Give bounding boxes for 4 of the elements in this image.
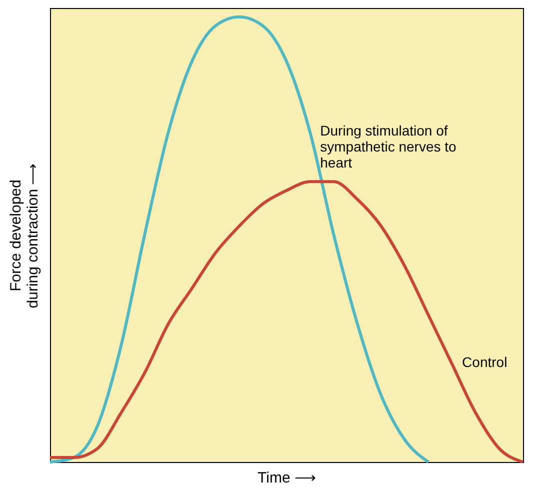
series-label: During stimulation of sympathetic nerves to heart	[320, 122, 457, 171]
series-label: Control	[462, 354, 508, 370]
y-axis-title: Force developed during contraction ⟶	[8, 162, 42, 308]
x-axis-title: Time ⟶	[258, 470, 316, 486]
